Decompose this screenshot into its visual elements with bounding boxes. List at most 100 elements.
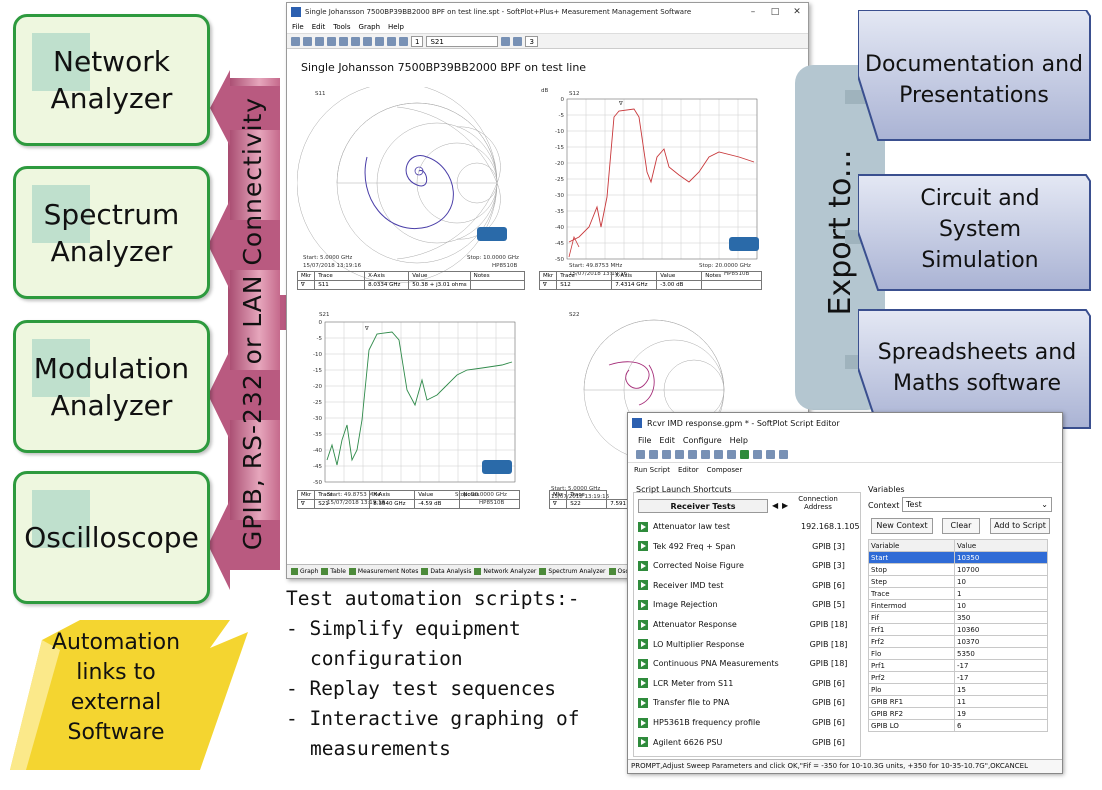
group-select[interactable]: Receiver Tests xyxy=(638,499,768,513)
menu-file[interactable]: File xyxy=(638,435,652,445)
play-icon[interactable] xyxy=(638,560,648,571)
grid-icon[interactable] xyxy=(375,36,384,46)
clear-button[interactable]: Clear xyxy=(942,518,980,534)
tab-composer[interactable]: Composer xyxy=(706,465,743,474)
tab-editor[interactable]: Editor xyxy=(677,465,699,474)
context-select[interactable]: Test ⌄ xyxy=(902,497,1052,512)
tab-table[interactable]: Table xyxy=(321,568,346,575)
new-context-button[interactable]: New Context xyxy=(871,518,933,534)
script-shortcut[interactable]: Attenuator Response GPIB [18] xyxy=(638,615,856,634)
s21-mkr[interactable]: ∇ xyxy=(296,499,316,509)
variable-value[interactable]: -17 xyxy=(954,659,1048,672)
cut-icon[interactable] xyxy=(675,450,684,459)
script-shortcut[interactable]: Continuous PNA Measurements GPIB [18] xyxy=(638,654,856,673)
play-icon[interactable] xyxy=(740,450,749,459)
play-icon[interactable] xyxy=(638,737,648,748)
open-icon[interactable] xyxy=(303,36,312,46)
tab-data-analysis[interactable]: Data Analysis xyxy=(421,568,471,575)
variable-value[interactable]: 1 xyxy=(954,587,1048,600)
save-icon[interactable] xyxy=(315,36,324,46)
variable-value[interactable]: 6 xyxy=(954,719,1048,732)
save-icon[interactable] xyxy=(662,450,671,459)
script-shortcut[interactable]: LO Multiplier Response GPIB [18] xyxy=(638,635,856,654)
variable-row[interactable]: Flo 5350 xyxy=(868,647,1048,660)
find-icon[interactable] xyxy=(727,450,736,459)
variable-row[interactable]: Plo 15 xyxy=(868,683,1048,696)
play-icon[interactable] xyxy=(638,678,648,689)
variable-value[interactable]: 15 xyxy=(954,683,1048,696)
tab-graph[interactable]: Graph xyxy=(291,568,318,575)
variable-value[interactable]: 10 xyxy=(954,599,1048,612)
s22-mkr[interactable]: ∇ xyxy=(548,499,568,509)
s12-mkr[interactable]: ∇ xyxy=(538,280,558,290)
play-icon[interactable] xyxy=(638,619,648,630)
script-shortcut[interactable]: LCR Meter from S11 GPIB [6] xyxy=(638,674,856,693)
variable-row[interactable]: GPIB RF1 11 xyxy=(868,695,1048,708)
play-icon[interactable] xyxy=(638,639,648,650)
menu-help[interactable]: Help xyxy=(388,22,404,31)
variable-value[interactable]: 10370 xyxy=(954,635,1048,648)
menu-edit[interactable]: Edit xyxy=(311,22,326,31)
script-shortcut[interactable]: Attenuator law test 192.168.1.105 xyxy=(638,517,860,536)
script-shortcut[interactable]: Corrected Noise Figure GPIB [3] xyxy=(638,556,856,575)
stop-icon[interactable] xyxy=(766,450,775,459)
paste-icon[interactable] xyxy=(701,450,710,459)
play-icon[interactable] xyxy=(638,658,648,669)
variable-row[interactable]: Step 10 xyxy=(868,575,1048,588)
variable-value[interactable]: 10360 xyxy=(954,623,1048,636)
variable-row[interactable]: Prf1 -17 xyxy=(868,659,1048,672)
copy-icon[interactable] xyxy=(688,450,697,459)
minimize-icon[interactable]: – xyxy=(750,6,756,17)
tab-network-analyzer[interactable]: Network Analyzer xyxy=(474,568,536,575)
s11-mkr[interactable]: ∇ xyxy=(296,280,316,290)
print-icon[interactable] xyxy=(327,36,336,46)
menu-file[interactable]: File xyxy=(292,22,304,31)
pause-icon[interactable] xyxy=(753,450,762,459)
prev-group-icon[interactable]: ◀ xyxy=(772,501,779,510)
variable-row[interactable]: Prf2 -17 xyxy=(868,671,1048,684)
script-shortcut[interactable]: Image Rejection GPIB [5] xyxy=(638,595,856,614)
menu-edit[interactable]: Edit xyxy=(659,435,675,445)
new-icon[interactable] xyxy=(636,450,645,459)
variable-row[interactable]: GPIB RF2 19 xyxy=(868,707,1048,720)
menu-tools[interactable]: Tools xyxy=(333,22,351,31)
variable-value[interactable]: 11 xyxy=(954,695,1048,708)
variable-row[interactable]: Frf2 10370 xyxy=(868,635,1048,648)
run-icon[interactable] xyxy=(399,36,408,46)
next-group-icon[interactable]: ▶ xyxy=(782,501,789,510)
menu-configure[interactable]: Configure xyxy=(682,435,722,445)
variable-value[interactable]: -17 xyxy=(954,671,1048,684)
script-shortcut[interactable]: Receiver IMD test GPIB [6] xyxy=(638,576,856,595)
variable-row[interactable]: Stop 10700 xyxy=(868,563,1048,576)
script-shortcut[interactable]: Agilent 6626 PSU GPIB [6] xyxy=(638,733,856,752)
variable-row[interactable]: Fintermod 10 xyxy=(868,599,1048,612)
play-icon[interactable] xyxy=(638,580,648,591)
variable-row[interactable]: GPIB LO 6 xyxy=(868,719,1048,732)
columns-select[interactable]: 3 xyxy=(525,35,538,47)
close-icon[interactable]: ✕ xyxy=(793,6,801,17)
variable-row[interactable]: Trace 1 xyxy=(868,587,1048,600)
menu-help[interactable]: Help xyxy=(729,435,748,445)
variable-value[interactable]: 350 xyxy=(954,611,1048,624)
trace-index-select[interactable]: 1 xyxy=(411,35,424,47)
variable-value[interactable]: 5350 xyxy=(954,647,1048,660)
variable-row[interactable]: Frf1 10360 xyxy=(868,623,1048,636)
color-icon[interactable] xyxy=(501,36,511,46)
variable-value[interactable]: 10700 xyxy=(954,563,1048,576)
play-icon[interactable] xyxy=(638,599,648,610)
play-icon[interactable] xyxy=(638,717,648,728)
menu-graph[interactable]: Graph xyxy=(358,22,381,31)
trace-select[interactable]: S21 xyxy=(426,35,499,47)
variable-row[interactable]: Fif 350 xyxy=(868,611,1048,624)
layout-icon[interactable] xyxy=(513,36,523,46)
play-icon[interactable] xyxy=(638,541,648,552)
step-icon[interactable] xyxy=(779,450,788,459)
variable-row[interactable]: Start 10350 xyxy=(868,551,1048,564)
tab-run-script[interactable]: Run Script xyxy=(634,465,670,474)
script-shortcut[interactable]: HP5361B frequency profile GPIB [6] xyxy=(638,713,856,732)
play-icon[interactable] xyxy=(638,697,648,708)
marker-icon[interactable] xyxy=(363,36,372,46)
script-shortcut[interactable]: Tek 492 Freq + Span GPIB [3] xyxy=(638,537,856,556)
maximize-icon[interactable]: □ xyxy=(770,6,780,17)
undo-icon[interactable] xyxy=(714,450,723,459)
